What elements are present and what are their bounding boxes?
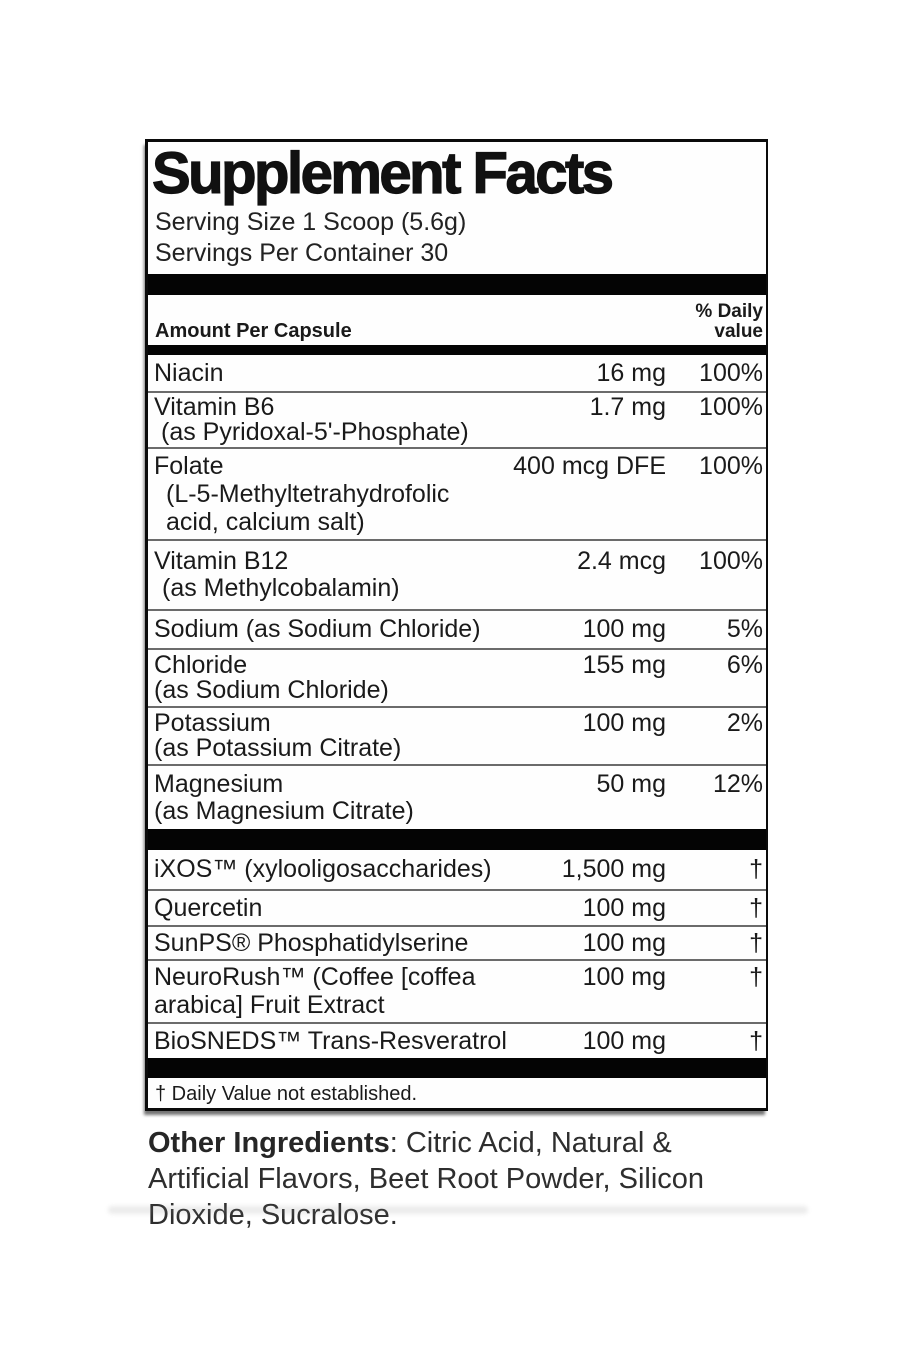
- nutrient-name: Sodium (as Sodium Chloride): [154, 615, 481, 643]
- daily-value-header-line1: % Daily: [695, 301, 763, 322]
- ingredient-name: Quercetin: [154, 894, 263, 922]
- nutrient-amount: 50 mg: [596, 770, 666, 798]
- ingredient-amount: 1,500 mg: [561, 855, 666, 883]
- nutrient-name: Chloride: [154, 651, 248, 679]
- table-row: Magnesium (as Magnesium Citrate) 50 mg 1…: [148, 766, 766, 829]
- row-divider: [148, 925, 766, 927]
- ingredient-dv-dagger: †: [749, 894, 763, 922]
- row-divider: [148, 648, 766, 650]
- ingredient-name: NeuroRush™ (Coffee [coffea: [154, 963, 476, 991]
- ingredient-name: BioSNEDS™ Trans-Resveratrol: [154, 1027, 507, 1055]
- daily-value-header: % Daily value: [695, 302, 763, 342]
- row-divider: [148, 391, 766, 393]
- row-divider: [148, 706, 766, 708]
- nutrient-source: (as Methylcobalamin): [162, 574, 400, 602]
- other-ingredients-text: : Citric Acid, Natural & Artificial Flav…: [148, 1127, 705, 1231]
- nutrient-dv: 12%: [712, 770, 763, 798]
- daily-value-header-line2: value: [714, 321, 763, 342]
- row-divider: [148, 1022, 766, 1024]
- nutrient-source: (as Magnesium Citrate): [154, 797, 414, 825]
- nutrient-dv: 100%: [699, 452, 763, 480]
- table-row: Niacin 16 mg 100%: [148, 355, 766, 391]
- row-divider: [148, 539, 766, 541]
- nutrient-source: acid, calcium salt): [166, 508, 365, 536]
- ingredient-dv-dagger: †: [749, 929, 763, 957]
- nutrient-source: (as Pyridoxal-5'-Phosphate): [161, 418, 469, 446]
- label-content: Supplement Facts Serving Size 1 Scoop (5…: [145, 139, 768, 1233]
- nutrient-amount: 155 mg: [582, 651, 666, 679]
- nutrient-amount: 2.4 mcg: [577, 547, 666, 575]
- other-ingredients: Other Ingredients: Citric Acid, Natural …: [148, 1125, 760, 1233]
- amount-per-capsule-header: Amount Per Capsule: [155, 320, 352, 342]
- ingredient-amount: 100 mg: [582, 894, 666, 922]
- panel-title: Supplement Facts: [151, 141, 614, 206]
- nutrient-source: (as Potassium Citrate): [154, 734, 402, 762]
- nutrient-dv: 100%: [699, 359, 763, 387]
- nutrient-name: Niacin: [154, 359, 224, 387]
- nutrient-amount: 100 mg: [582, 615, 666, 643]
- table-row: Vitamin B6 (as Pyridoxal-5'-Phosphate) 1…: [148, 393, 766, 447]
- row-divider: [148, 889, 766, 891]
- table-row: Folate (L-5-Methyltetrahydrofolic acid, …: [148, 449, 766, 539]
- nutrient-amount: 100 mg: [582, 709, 666, 737]
- table-row: Chloride (as Sodium Chloride) 155 mg 6%: [148, 650, 766, 706]
- row-divider: [148, 609, 766, 611]
- nutrient-dv: 2%: [726, 709, 763, 737]
- ingredient-name-continued: arabica] Fruit Extract: [154, 991, 385, 1019]
- serving-size-line: Serving Size 1 Scoop (5.6g): [155, 208, 467, 236]
- nutrient-dv: 5%: [726, 615, 763, 643]
- table-row: Sodium (as Sodium Chloride) 100 mg 5%: [148, 611, 766, 648]
- ingredient-amount: 100 mg: [582, 929, 666, 957]
- ingredient-amount: 100 mg: [582, 963, 666, 991]
- ingredient-dv-dagger: †: [749, 963, 763, 991]
- nutrient-amount: 16 mg: [596, 359, 666, 387]
- row-divider: [148, 959, 766, 961]
- nutrient-dv: 6%: [726, 651, 763, 679]
- footnote: † Daily Value not established.: [155, 1083, 418, 1105]
- nutrient-dv: 100%: [699, 547, 763, 575]
- servings-per-container-line: Servings Per Container 30: [155, 239, 449, 267]
- ingredient-name: iXOS™ (xylooligosaccharides): [154, 855, 492, 883]
- serving-info: Serving Size 1 Scoop (5.6g) Servings Per…: [148, 204, 766, 274]
- ingredient-amount: 100 mg: [582, 1027, 666, 1055]
- scan-artifact-smudge: [108, 1206, 808, 1214]
- supplement-facts-panel: Supplement Facts Serving Size 1 Scoop (5…: [145, 139, 768, 1111]
- ingredient-name: SunPS® Phosphatidylserine: [154, 929, 469, 957]
- table-row: NeuroRush™ (Coffee [coffea arabica] Frui…: [148, 961, 766, 1022]
- table-row: Quercetin 100 mg †: [148, 891, 766, 925]
- other-ingredients-label: Other Ingredients: [148, 1127, 390, 1159]
- table-row: BioSNEDS™ Trans-Resveratrol 100 mg †: [148, 1024, 766, 1058]
- table-row: iXOS™ (xylooligosaccharides) 1,500 mg †: [148, 850, 766, 889]
- nutrient-dv: 100%: [699, 393, 763, 421]
- nutrient-name: Potassium: [154, 709, 271, 737]
- ingredient-dv-dagger: †: [749, 1027, 763, 1055]
- nutrient-name: Folate: [154, 452, 224, 480]
- nutrient-amount: 1.7 mg: [589, 393, 666, 421]
- table-row: SunPS® Phosphatidylserine 100 mg †: [148, 927, 766, 959]
- nutrient-source: (as Sodium Chloride): [154, 676, 389, 704]
- table-row: Vitamin B12 (as Methylcobalamin) 2.4 mcg…: [148, 541, 766, 609]
- ingredient-dv-dagger: †: [749, 855, 763, 883]
- row-divider: [148, 764, 766, 766]
- nutrient-name: Vitamin B6: [154, 393, 275, 421]
- separator-bar: [148, 829, 766, 850]
- nutrient-amount: 400 mcg DFE: [513, 452, 666, 480]
- separator-bar: [148, 1058, 766, 1078]
- column-header-row: Amount Per Capsule % Daily value: [148, 295, 766, 345]
- nutrient-source: (L-5-Methyltetrahydrofolic: [166, 480, 450, 508]
- separator-bar: [148, 345, 766, 355]
- separator-bar: [148, 274, 766, 295]
- nutrient-name: Vitamin B12: [154, 547, 289, 575]
- row-divider: [148, 447, 766, 449]
- table-row: Potassium (as Potassium Citrate) 100 mg …: [148, 708, 766, 764]
- nutrient-name: Magnesium: [154, 770, 284, 798]
